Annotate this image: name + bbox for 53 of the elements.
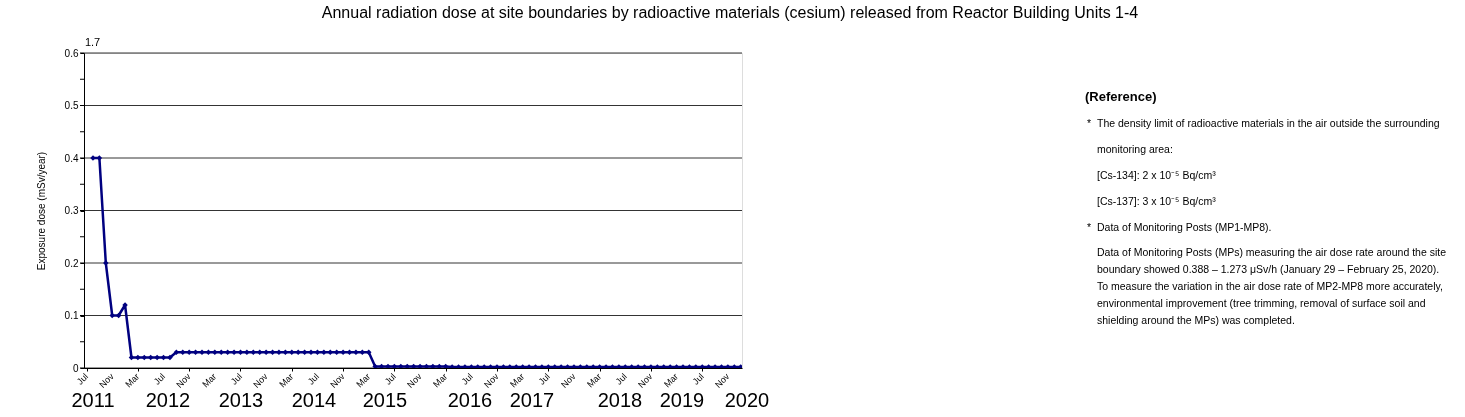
x-tick-label: Nov (405, 371, 424, 390)
y-tick-label: 0.4 (64, 152, 79, 164)
text: Data of Monitoring Posts (MPs) measuring the air dose rate around the site boundary showed 0.388 – 1.273 μSv/h (January 29 – February 25, 2020). (1097, 246, 1447, 275)
text: To measure the variation in the air dose rate of MP2-MP8 more accurately, environmental improvement (tree trimming, removal of surface soil and shielding around the MPs) was completed. (1097, 280, 1443, 326)
text: 2013 (218, 389, 264, 411)
x-tick-label: Jul (151, 371, 168, 387)
x-tick-label: Jul (228, 371, 245, 387)
x-tick-label: Mar (662, 371, 681, 390)
x-tick-label: Mar (200, 371, 219, 390)
y-tick-label: 0 (72, 362, 79, 374)
text: [Cs-134]: 2 x 10⁻⁵ Bq/cm³ (1097, 169, 1217, 181)
x-tick-label: Nov (713, 371, 732, 390)
x-tick-label: Mar (277, 371, 296, 390)
y-tick-label: 0.6 (64, 47, 79, 59)
x-tick-label: Nov (251, 371, 271, 390)
chart-title: Annual radiation dose at site boundaries by radioactive materials (cesium) released from Reactor Building Units 1-4 (321, 4, 1139, 21)
text: 2018 (597, 389, 643, 411)
text: 2014 (291, 389, 337, 411)
x-tick-label: Nov (559, 371, 578, 390)
x-tick-label: Nov (174, 371, 194, 390)
x-tick-label: Nov (97, 371, 117, 390)
text: * The density limit of radioactive materials in the air outside the surrounding monitoring area: (1087, 117, 1440, 155)
text: 2015 (362, 389, 408, 411)
y-tick-label: 0.5 (64, 100, 79, 111)
x-tick-label: Mar (508, 371, 527, 390)
x-tick-label: Jul (305, 371, 321, 387)
x-tick-label: Mar (585, 371, 604, 390)
x-tick-label: Nov (636, 371, 655, 390)
y-axis-title: Exposure dose (mSv/year) (35, 151, 47, 271)
y-tick-label: 0.1 (64, 310, 79, 321)
text: 2012 (145, 389, 191, 411)
x-tick-label: Jul (459, 371, 475, 387)
x-tick-label: Jul (382, 371, 398, 387)
text: [Cs-137]: 3 x 10⁻⁵ Bq/cm³ (1097, 195, 1217, 207)
text: 2011 (71, 389, 115, 411)
y-tick-label: 0.3 (64, 205, 79, 216)
x-tick-label: Jul (690, 371, 706, 387)
x-tick-label: Mar (431, 371, 450, 390)
x-tick-label: Nov (482, 371, 501, 390)
x-tick-label: Jul (613, 371, 629, 387)
x-tick-label: Jul (536, 371, 552, 387)
text: 1.7 (84, 36, 101, 48)
text: (Reference) (1085, 89, 1157, 104)
text: * Data of Monitoring Posts (MP1-MP8). (1087, 221, 1272, 233)
x-tick-label: Jul (74, 371, 91, 387)
x-tick-label: Mar (123, 371, 142, 390)
text: 2019 (659, 389, 705, 411)
x-tick-label: Nov (328, 371, 347, 390)
text: 2016 (447, 389, 493, 411)
y-tick-label: 0.2 (64, 257, 79, 269)
text: 2017 (509, 389, 555, 411)
x-tick-label: Mar (354, 371, 373, 390)
text: 2020 (724, 389, 770, 411)
